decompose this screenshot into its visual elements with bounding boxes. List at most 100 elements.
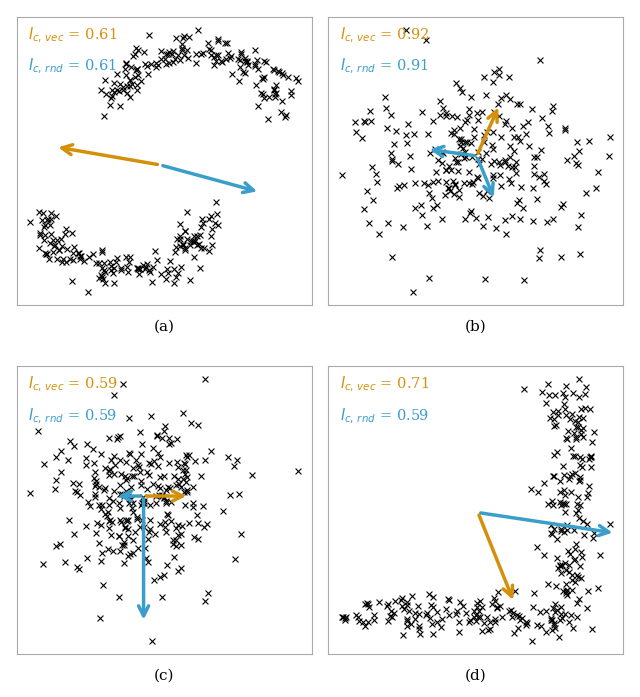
Point (115, 530, 125, 542)
Point (605, 519, 615, 530)
Point (488, 173, 498, 184)
Point (561, 579, 571, 590)
Point (184, 450, 194, 461)
Point (386, 109, 396, 120)
Point (46, 229, 56, 240)
Point (548, 450, 559, 461)
Point (186, 418, 196, 429)
Point (460, 213, 470, 224)
Point (242, 56, 252, 67)
Point (512, 98, 522, 109)
Point (552, 534, 562, 545)
Point (68, 441, 79, 452)
Point (454, 184, 464, 195)
Point (561, 409, 571, 420)
Point (120, 470, 131, 482)
Point (35, 227, 45, 238)
Point (396, 595, 406, 606)
Point (584, 136, 595, 147)
Point (372, 177, 383, 188)
Point (131, 43, 141, 54)
Point (579, 529, 589, 540)
Point (109, 86, 119, 98)
Point (543, 498, 554, 510)
Point (390, 595, 400, 606)
Point (539, 550, 549, 561)
Point (226, 50, 236, 61)
Point (124, 515, 134, 526)
Point (173, 530, 183, 541)
Point (128, 498, 138, 509)
Point (113, 431, 124, 443)
Point (433, 154, 443, 165)
Point (166, 516, 176, 527)
Point (176, 261, 186, 272)
Point (578, 431, 588, 443)
Point (221, 53, 231, 64)
Point (402, 137, 412, 148)
Point (56, 445, 67, 457)
Point (488, 144, 499, 155)
Point (172, 434, 182, 445)
Point (584, 404, 595, 415)
Point (182, 484, 192, 496)
Point (117, 539, 127, 551)
Point (189, 252, 199, 263)
Point (556, 613, 566, 624)
Point (164, 47, 175, 58)
Point (387, 252, 397, 263)
Point (564, 559, 574, 570)
Point (550, 622, 560, 634)
Point (243, 60, 253, 71)
Point (362, 597, 372, 608)
Point (394, 181, 404, 192)
Point (211, 197, 221, 208)
Point (461, 152, 471, 163)
Point (132, 514, 142, 525)
Point (437, 613, 447, 625)
Point (134, 461, 144, 473)
Point (494, 110, 504, 121)
Point (591, 182, 602, 193)
Point (477, 220, 488, 231)
Point (193, 420, 203, 431)
Point (562, 519, 572, 530)
Point (163, 481, 173, 492)
Point (141, 261, 152, 273)
Point (482, 126, 492, 137)
Point (112, 84, 122, 95)
Point (126, 493, 136, 505)
Point (521, 620, 531, 631)
Point (479, 137, 489, 148)
Point (161, 48, 171, 59)
Point (118, 491, 129, 502)
Point (121, 514, 131, 526)
Point (404, 150, 415, 161)
Point (510, 162, 520, 173)
Point (38, 559, 49, 570)
Point (153, 59, 163, 70)
Point (547, 470, 557, 482)
Point (278, 69, 289, 80)
Point (454, 627, 464, 638)
Point (168, 470, 179, 482)
Point (140, 497, 150, 508)
Point (404, 606, 415, 617)
Text: $\mathit{I}_{c,\,rnd}$ = 0.91: $\mathit{I}_{c,\,rnd}$ = 0.91 (340, 57, 429, 77)
Point (416, 199, 426, 210)
Point (593, 582, 604, 593)
Point (548, 499, 559, 510)
Point (277, 96, 287, 107)
Point (196, 213, 207, 224)
Point (536, 54, 546, 66)
Point (547, 529, 557, 540)
Point (402, 620, 412, 631)
Point (133, 45, 143, 56)
Point (472, 597, 483, 608)
Point (570, 434, 580, 445)
Point (402, 616, 412, 627)
Point (198, 217, 208, 229)
Point (528, 183, 538, 194)
Point (186, 236, 196, 247)
Point (76, 250, 86, 261)
